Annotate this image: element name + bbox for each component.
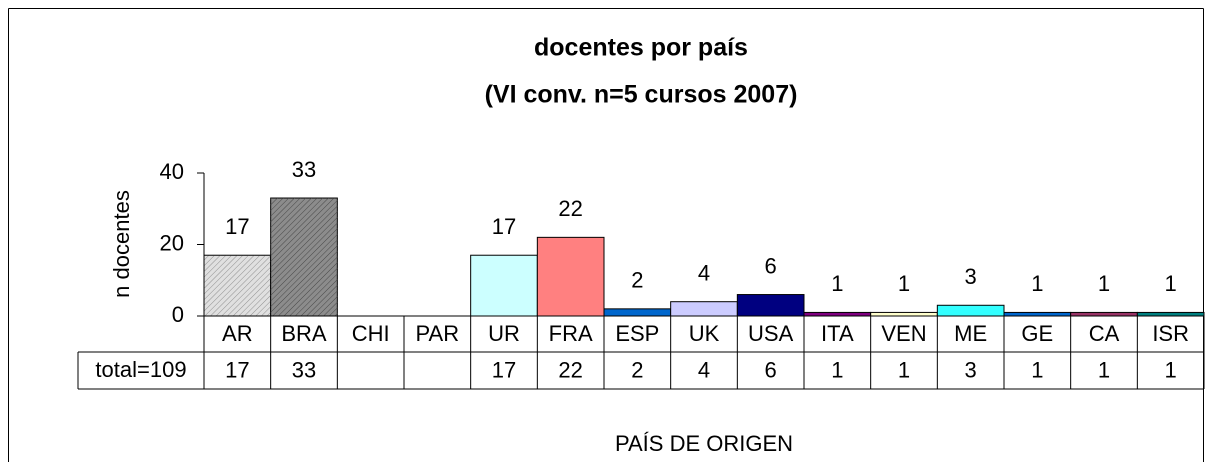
bar (870, 311, 938, 317)
y-tick-label: 40 (160, 159, 184, 184)
bar (1070, 311, 1138, 317)
x-tick-label: BRA (281, 321, 327, 346)
y-tick-label: 0 (172, 302, 184, 327)
x-tick-label: AR (222, 321, 253, 346)
y-tick-label: 20 (160, 230, 184, 255)
value-label: 6 (765, 253, 777, 278)
x-tick-label: GE (1021, 321, 1053, 346)
x-tick-label: PAR (416, 321, 460, 346)
value-label: 22 (558, 196, 582, 221)
bar (803, 311, 872, 317)
table-value: 17 (492, 357, 516, 382)
x-tick-label: UR (488, 321, 520, 346)
table-value: 2 (631, 357, 643, 382)
x-tick-label: VEN (881, 321, 926, 346)
bar (270, 197, 338, 317)
value-label: 2 (631, 268, 643, 293)
value-label: 1 (898, 271, 910, 296)
table-value: 3 (965, 357, 977, 382)
bar (936, 304, 1005, 317)
value-label: 3 (965, 264, 977, 289)
table-value: 22 (558, 357, 582, 382)
value-label: 4 (698, 261, 710, 286)
x-tick-label: CHI (352, 321, 390, 346)
y-axis-label: n docentes (109, 190, 134, 298)
x-tick-label: CA (1089, 321, 1120, 346)
table-value: 1 (1031, 357, 1043, 382)
bar (736, 294, 805, 317)
table-value: 1 (1098, 357, 1110, 382)
x-tick-label: UK (689, 321, 720, 346)
x-tick-label: FRA (549, 321, 593, 346)
value-label: 1 (1098, 271, 1110, 296)
x-tick-label: USA (748, 321, 794, 346)
table-row-label: total=109 (95, 357, 186, 382)
table-value: 4 (698, 357, 710, 382)
x-tick-label: ITA (821, 321, 854, 346)
chart-title: docentes por país (534, 34, 748, 62)
x-axis-label: PAÍS DE ORIGEN (615, 431, 793, 456)
bar (536, 236, 605, 317)
chart-title: (VI conv. n=5 cursos 2007) (485, 81, 798, 109)
bar (603, 308, 672, 317)
value-label: 1 (1165, 271, 1177, 296)
table-value: 1 (898, 357, 910, 382)
bar (1136, 311, 1205, 317)
value-label: 33 (292, 157, 316, 182)
x-tick-label: ISR (1152, 321, 1189, 346)
value-label: 1 (831, 271, 843, 296)
value-label: 17 (225, 214, 249, 239)
value-label: 1 (1031, 271, 1043, 296)
table-value: 6 (765, 357, 777, 382)
value-label: 17 (492, 214, 516, 239)
table-value: 1 (1165, 357, 1177, 382)
bar (470, 254, 538, 317)
table-value: 33 (292, 357, 316, 382)
bar (1003, 311, 1072, 317)
x-tick-label: ESP (615, 321, 659, 346)
bar (203, 254, 272, 317)
table-value: 1 (831, 357, 843, 382)
x-tick-label: ME (954, 321, 987, 346)
bar (670, 301, 738, 317)
table-value: 17 (225, 357, 249, 382)
